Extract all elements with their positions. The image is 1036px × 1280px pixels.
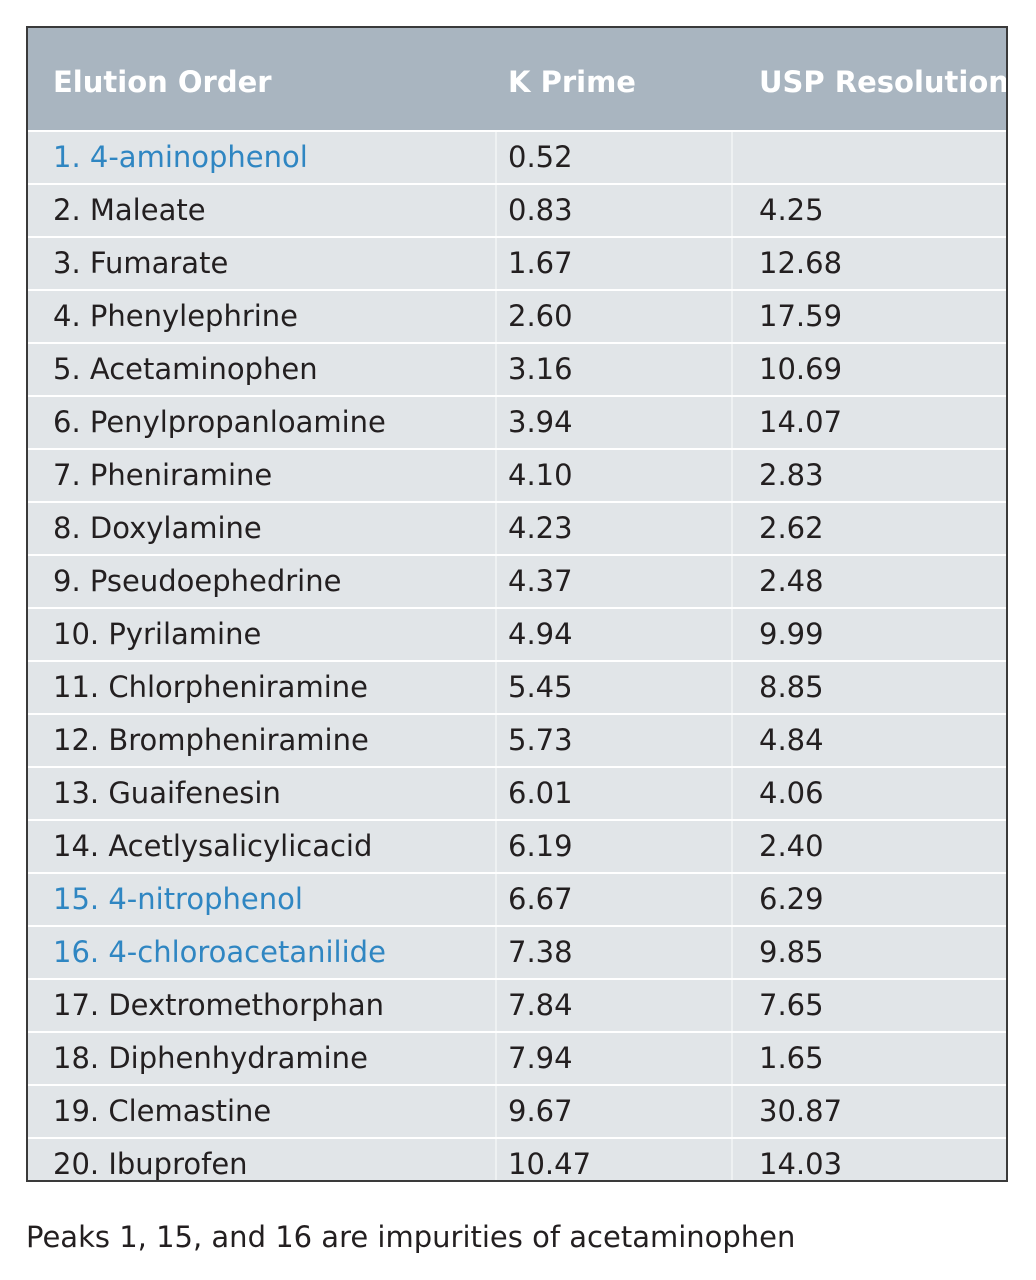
table-row: 12. Brompheniramine 5.73 4.84 [28, 713, 1006, 766]
table-row: 2. Maleate 0.83 4.25 [28, 183, 1006, 236]
elution-table: Elution Order K Prime USP Resolution 1. … [26, 26, 1008, 1182]
compound-name: 9. Pseudoephedrine [53, 564, 342, 598]
usp-resolution-value: 8.85 [759, 670, 824, 704]
compound-name: 17. Dextromethorphan [53, 988, 385, 1022]
column-divider [495, 130, 497, 1180]
table-row: 7. Pheniramine 4.10 2.83 [28, 448, 1006, 501]
table-row: 17. Dextromethorphan 7.84 7.65 [28, 978, 1006, 1031]
compound-name: 5. Acetaminophen [53, 352, 318, 386]
k-prime-value: 5.45 [508, 670, 573, 704]
column-divider [731, 130, 733, 1180]
header-k-prime: K Prime [508, 65, 636, 99]
compound-name: 16. 4-chloroacetanilide [53, 935, 386, 969]
usp-resolution-value: 6.29 [759, 882, 824, 916]
table-body: 1. 4-aminophenol 0.52 2. Maleate 0.83 4.25 3.… [28, 130, 1006, 1181]
table-row: 20. Ibuprofen 10.47 14.03 [28, 1137, 1006, 1181]
usp-resolution-value: 10.69 [759, 352, 843, 386]
table-row: 6. Penylpropanloamine 3.94 14.07 [28, 395, 1006, 448]
table-row: 5. Acetaminophen 3.16 10.69 [28, 342, 1006, 395]
k-prime-value: 10.47 [508, 1147, 592, 1181]
usp-resolution-value: 2.62 [759, 511, 824, 545]
k-prime-value: 0.52 [508, 140, 573, 174]
k-prime-value: 7.38 [508, 935, 573, 969]
compound-name: 13. Guaifenesin [53, 776, 281, 810]
compound-name: 8. Doxylamine [53, 511, 262, 545]
k-prime-value: 0.83 [508, 193, 573, 227]
compound-name: 20. Ibuprofen [53, 1147, 248, 1181]
k-prime-value: 4.23 [508, 511, 573, 545]
compound-name: 18. Diphenhydramine [53, 1041, 368, 1075]
k-prime-value: 5.73 [508, 723, 573, 757]
table-row: 19. Clemastine 9.67 30.87 [28, 1084, 1006, 1137]
table-header: Elution Order K Prime USP Resolution [28, 28, 1006, 130]
compound-name: 1. 4-aminophenol [53, 140, 308, 174]
usp-resolution-value: 14.07 [759, 405, 843, 439]
usp-resolution-value: 14.03 [759, 1147, 843, 1181]
table-row: 10. Pyrilamine 4.94 9.99 [28, 607, 1006, 660]
compound-name: 15. 4-nitrophenol [53, 882, 303, 916]
compound-name: 10. Pyrilamine [53, 617, 262, 651]
table-row: 16. 4-chloroacetanilide 7.38 9.85 [28, 925, 1006, 978]
k-prime-value: 6.19 [508, 829, 573, 863]
usp-resolution-value: 12.68 [759, 246, 843, 280]
compound-name: 12. Brompheniramine [53, 723, 369, 757]
usp-resolution-value: 30.87 [759, 1094, 843, 1128]
k-prime-value: 6.67 [508, 882, 573, 916]
usp-resolution-value: 9.85 [759, 935, 824, 969]
usp-resolution-value: 17.59 [759, 299, 843, 333]
usp-resolution-value: 1.65 [759, 1041, 824, 1075]
usp-resolution-value: 2.48 [759, 564, 824, 598]
table-row: 13. Guaifenesin 6.01 4.06 [28, 766, 1006, 819]
k-prime-value: 4.10 [508, 458, 573, 492]
k-prime-value: 9.67 [508, 1094, 573, 1128]
k-prime-value: 4.94 [508, 617, 573, 651]
usp-resolution-value: 9.99 [759, 617, 824, 651]
compound-name: 4. Phenylephrine [53, 299, 299, 333]
usp-resolution-value: 4.06 [759, 776, 824, 810]
usp-resolution-value: 7.65 [759, 988, 824, 1022]
table-row: 3. Fumarate 1.67 12.68 [28, 236, 1006, 289]
table-row: 18. Diphenhydramine 7.94 1.65 [28, 1031, 1006, 1084]
compound-name: 2. Maleate [53, 193, 206, 227]
compound-name: 19. Clemastine [53, 1094, 272, 1128]
usp-resolution-value: 2.83 [759, 458, 824, 492]
table-row: 8. Doxylamine 4.23 2.62 [28, 501, 1006, 554]
usp-resolution-value: 2.40 [759, 829, 824, 863]
header-elution-order: Elution Order [53, 65, 272, 99]
k-prime-value: 6.01 [508, 776, 573, 810]
header-usp-resolution: USP Resolution [759, 65, 1008, 99]
table-row: 4. Phenylephrine 2.60 17.59 [28, 289, 1006, 342]
table-row: 14. Acetlysalicylicacid 6.19 2.40 [28, 819, 1006, 872]
k-prime-value: 2.60 [508, 299, 573, 333]
k-prime-value: 3.16 [508, 352, 573, 386]
usp-resolution-value: 4.25 [759, 193, 824, 227]
table-row: 9. Pseudoephedrine 4.37 2.48 [28, 554, 1006, 607]
k-prime-value: 7.84 [508, 988, 573, 1022]
usp-resolution-value: 4.84 [759, 723, 824, 757]
table-row: 1. 4-aminophenol 0.52 [28, 130, 1006, 183]
compound-name: 6. Penylpropanloamine [53, 405, 386, 439]
k-prime-value: 7.94 [508, 1041, 573, 1075]
table-row: 11. Chlorpheniramine 5.45 8.85 [28, 660, 1006, 713]
k-prime-value: 1.67 [508, 246, 573, 280]
compound-name: 7. Pheniramine [53, 458, 273, 492]
compound-name: 14. Acetlysalicylicacid [53, 829, 373, 863]
compound-name: 11. Chlorpheniramine [53, 670, 368, 704]
k-prime-value: 3.94 [508, 405, 573, 439]
footnote: Peaks 1, 15, and 16 are impurities of ac… [26, 1220, 796, 1254]
table-row: 15. 4-nitrophenol 6.67 6.29 [28, 872, 1006, 925]
k-prime-value: 4.37 [508, 564, 573, 598]
compound-name: 3. Fumarate [53, 246, 229, 280]
